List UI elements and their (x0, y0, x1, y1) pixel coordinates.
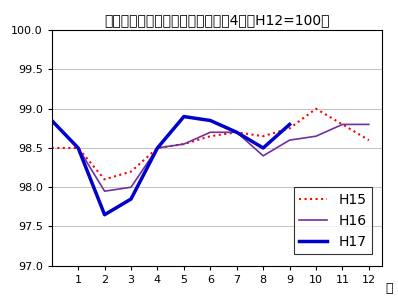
H15 (261, 134, 265, 138)
H16 (49, 119, 54, 122)
H16 (340, 123, 345, 126)
Title: 生鮮食品を除く総合指数の動き　4市（H12=100）: 生鮮食品を除く総合指数の動き 4市（H12=100） (104, 14, 330, 28)
H16 (367, 123, 371, 126)
H16 (181, 142, 186, 146)
H17 (234, 130, 239, 134)
Line: H15: H15 (52, 109, 369, 179)
H15 (208, 134, 213, 138)
H16 (234, 130, 239, 134)
H15 (314, 107, 318, 111)
H15 (76, 146, 80, 150)
Line: H17: H17 (52, 117, 290, 215)
H15 (155, 146, 160, 150)
H15 (367, 138, 371, 142)
H16 (208, 130, 213, 134)
H16 (76, 146, 80, 150)
H16 (287, 138, 292, 142)
H16 (261, 154, 265, 158)
Legend: H15, H16, H17: H15, H16, H17 (294, 187, 372, 254)
H15 (287, 127, 292, 130)
H15 (129, 170, 133, 173)
H17 (261, 146, 265, 150)
H17 (102, 213, 107, 217)
H15 (234, 130, 239, 134)
H15 (181, 142, 186, 146)
H16 (129, 185, 133, 189)
H17 (49, 119, 54, 122)
H15 (340, 123, 345, 126)
H17 (129, 197, 133, 201)
H17 (155, 146, 160, 150)
H15 (49, 146, 54, 150)
H17 (181, 115, 186, 118)
H16 (314, 134, 318, 138)
Text: 月: 月 (385, 282, 393, 295)
H17 (76, 146, 80, 150)
H15 (102, 178, 107, 181)
Line: H16: H16 (52, 120, 369, 191)
H16 (155, 146, 160, 150)
H17 (287, 123, 292, 126)
H16 (102, 189, 107, 193)
H17 (208, 119, 213, 122)
